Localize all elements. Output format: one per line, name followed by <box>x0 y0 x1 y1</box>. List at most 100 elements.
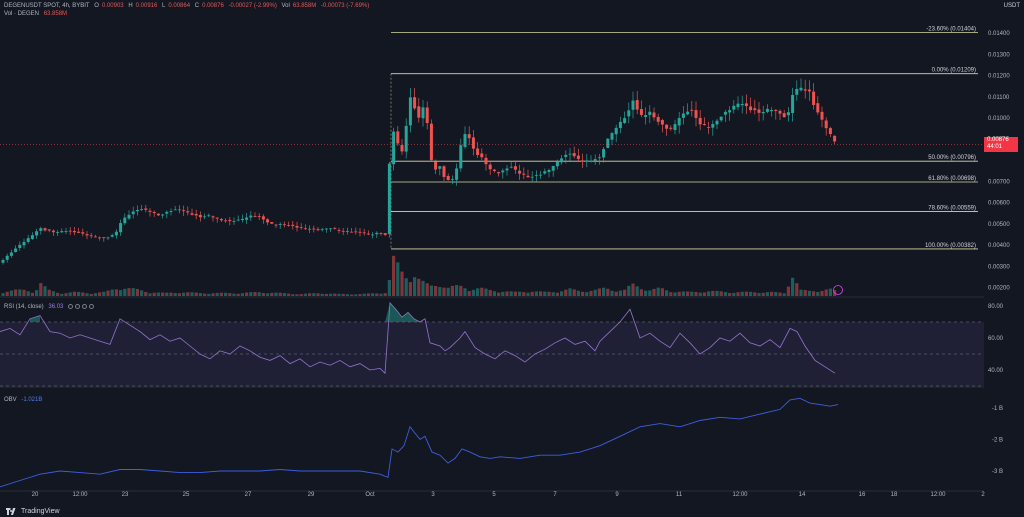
volume-bar <box>127 288 131 296</box>
rsi-legend[interactable]: RSI (14, close) 36.03 <box>4 303 97 311</box>
volume-bar <box>35 290 39 296</box>
volume-bar <box>287 293 291 296</box>
volume-bar <box>354 294 358 296</box>
volume-bar <box>648 290 652 296</box>
candle-body <box>833 135 837 142</box>
volume-bar <box>534 291 538 296</box>
volume-bar <box>593 289 597 296</box>
volume-bar <box>56 292 60 296</box>
volume-bar <box>476 288 480 296</box>
alert-icon[interactable] <box>833 285 843 295</box>
volume-bar <box>795 283 799 296</box>
volume-bar <box>190 292 194 296</box>
volume-bar <box>98 292 102 296</box>
candle-body <box>690 109 694 111</box>
volume-legend[interactable]: Vol · DEGEN 63.858M <box>4 10 70 18</box>
candle-body <box>644 115 648 117</box>
candle-body <box>719 116 723 121</box>
candle-body <box>778 110 782 114</box>
price-tick-label: 0.00400 <box>988 243 1010 249</box>
volume-bar <box>816 291 820 296</box>
candle-body <box>585 160 589 162</box>
candle-body <box>820 111 824 120</box>
volume-bar <box>459 285 463 296</box>
candle-body <box>93 236 97 238</box>
time-axis[interactable]: 20 12:00 23 25 27 29 Oct 3 5 7 9 11 12:00 14 16 18 12:00… <box>32 492 986 498</box>
candle-body <box>9 252 13 256</box>
more-icon[interactable] <box>89 303 95 309</box>
volume-bar <box>387 279 391 296</box>
candle-body <box>173 209 177 211</box>
price-axis[interactable]: 0.014000.013000.012000.011000.010000.009… <box>984 0 1024 500</box>
volume-bar <box>501 291 505 296</box>
candle-body <box>198 215 202 218</box>
volume-bar <box>442 287 446 296</box>
candle-body <box>774 109 778 111</box>
close-icon[interactable] <box>82 303 88 309</box>
candle-body <box>698 117 702 125</box>
candle-body <box>618 121 622 128</box>
rsi-legend-icons[interactable] <box>68 303 95 309</box>
rsi-legend-value: 36.03 <box>48 304 64 310</box>
candle-body <box>47 229 51 231</box>
candle-body <box>526 175 530 178</box>
rsi-overbought-fill <box>385 302 420 322</box>
candle-body <box>194 214 198 216</box>
brand[interactable]: TradingView <box>6 508 60 515</box>
time-tick-label: 3 <box>431 492 435 498</box>
volume-bar <box>665 290 669 296</box>
volume-bar <box>119 290 123 296</box>
candle-body <box>392 131 396 165</box>
candle-body <box>547 170 551 172</box>
candle-body <box>371 234 375 236</box>
volume-bar <box>543 291 547 296</box>
symbol-label[interactable]: DEGENUSDT SPOT, 4h, BYBIT <box>4 3 90 9</box>
volume-bar <box>93 293 97 296</box>
time-tick-label: 5 <box>492 492 496 498</box>
currency-label[interactable]: USDT <box>1003 3 1020 9</box>
candle-body <box>320 229 324 231</box>
volume-bar <box>719 291 723 296</box>
candle-body <box>749 106 753 111</box>
candle-body <box>576 155 580 159</box>
candle-body <box>824 120 828 129</box>
obv-legend[interactable]: OBV -1.021B <box>4 396 45 404</box>
fib-level-label: 100.00% (0.00382) <box>925 243 976 249</box>
settings-icon[interactable] <box>75 303 81 309</box>
time-tick-label: 9 <box>615 492 619 498</box>
candle-body <box>518 170 522 174</box>
candle-body <box>224 220 228 222</box>
eye-icon[interactable] <box>68 303 74 309</box>
volume-bar <box>278 292 282 296</box>
candle-body <box>51 230 55 233</box>
time-tick-label: 7 <box>553 492 557 498</box>
candle-body <box>543 171 547 174</box>
volume-bar <box>324 293 328 296</box>
candle-body <box>497 172 501 174</box>
volume-bar <box>564 289 568 296</box>
candle-body <box>358 231 362 233</box>
volume-value: 63.858M <box>292 3 317 9</box>
candle-body <box>26 238 30 242</box>
fibonacci-retracement[interactable]: -23.60% (0.01404) 0.00% (0.01209) 50.00% (… <box>390 26 978 250</box>
candle-body <box>648 111 652 116</box>
candle-body <box>18 244 22 248</box>
volume-bar <box>467 291 471 296</box>
candle-body <box>161 214 165 216</box>
candle-body <box>555 161 559 167</box>
candle-body <box>186 211 190 213</box>
volume-bar <box>568 288 572 296</box>
symbol-legend[interactable]: DEGENUSDT SPOT, 4h, BYBIT O 0.00903 H 0.00… <box>4 3 370 9</box>
candle-body <box>190 213 194 215</box>
volume-bar <box>240 293 244 296</box>
volume-bar <box>207 293 211 296</box>
volume-bar <box>261 293 265 296</box>
volume-bar <box>530 291 534 296</box>
candle-body <box>39 228 43 231</box>
time-tick-label: 12:00 <box>72 492 88 498</box>
volume-bar <box>770 291 774 296</box>
volume-bar <box>156 292 160 296</box>
candle-body <box>581 160 585 162</box>
volume-bar <box>383 293 387 296</box>
volume-bar <box>690 291 694 296</box>
